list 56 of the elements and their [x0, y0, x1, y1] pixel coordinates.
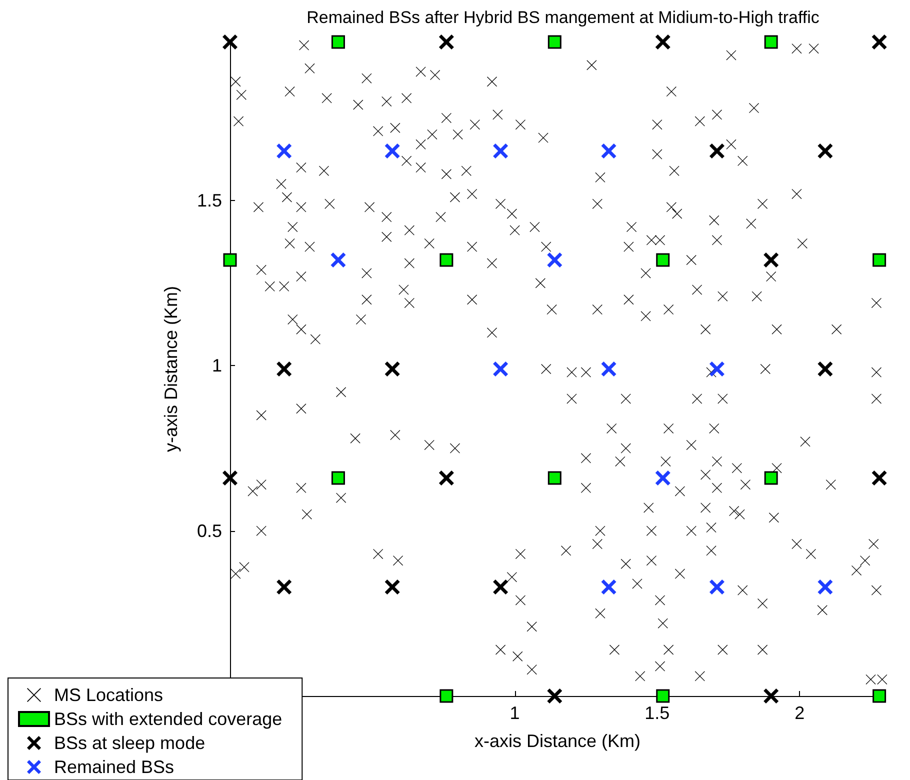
- point: [655, 34, 670, 50]
- point: [818, 362, 833, 376]
- point: [872, 470, 887, 486]
- point: [276, 144, 292, 158]
- point: [493, 580, 508, 594]
- point: [601, 144, 616, 158]
- x-tick-label: 2: [794, 703, 805, 723]
- point: [384, 362, 400, 376]
- point: [493, 362, 508, 376]
- point: [440, 253, 454, 267]
- point: [764, 252, 779, 268]
- point: [548, 471, 562, 485]
- point: [709, 144, 724, 158]
- legend-label: BSs at sleep mode: [54, 733, 206, 753]
- point: [818, 144, 833, 158]
- point: [222, 34, 238, 50]
- point: [656, 689, 670, 703]
- point: [547, 252, 562, 268]
- point: [330, 252, 346, 268]
- point: [818, 580, 833, 594]
- point: [709, 580, 724, 594]
- point: [656, 253, 670, 267]
- point: [764, 35, 778, 49]
- legend-label: Remained BSs: [54, 757, 174, 777]
- x-tick-label: 1: [510, 703, 520, 723]
- point: [872, 34, 887, 50]
- y-tick-label: 0.5: [196, 520, 222, 541]
- point: [384, 144, 400, 158]
- point: [384, 580, 400, 594]
- point: [223, 253, 237, 267]
- point: [601, 362, 616, 376]
- x-tick-label: 1.5: [644, 703, 670, 723]
- point: [276, 362, 292, 376]
- point: [331, 35, 345, 49]
- point: [872, 689, 886, 703]
- point: [493, 144, 508, 158]
- y-tick-label: 1: [212, 356, 222, 376]
- point: [440, 689, 454, 703]
- point: [548, 35, 562, 49]
- x-axis-title: x-axis Distance (Km): [474, 731, 641, 751]
- legend-label: MS Locations: [54, 685, 164, 705]
- legend-label: BSs with extended coverage: [54, 709, 282, 729]
- point: [872, 253, 886, 267]
- point: [276, 580, 292, 594]
- y-axis-title: y-axis Distance (Km): [161, 286, 181, 452]
- point: [438, 470, 454, 486]
- point: [601, 580, 616, 594]
- chart-title: Remained BSs after Hybrid BS mangement at Midium-to-High traffic: [306, 8, 820, 27]
- point: [764, 688, 779, 704]
- point: [547, 688, 562, 704]
- point: [222, 470, 238, 486]
- point: [438, 34, 454, 50]
- point: [764, 471, 778, 485]
- y-tick-label: 1.5: [196, 190, 222, 211]
- point: [331, 471, 345, 485]
- point: [655, 470, 670, 486]
